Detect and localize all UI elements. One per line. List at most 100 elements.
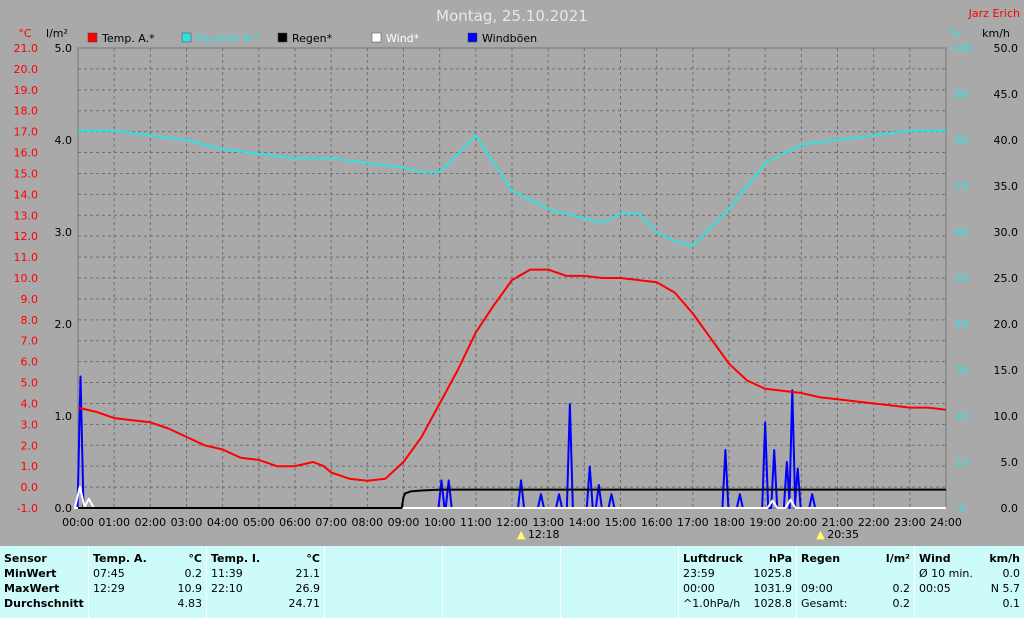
x-tick-label: 22:00 [858, 516, 890, 529]
rain-tick-label: 3.0 [55, 226, 73, 239]
temp-tick-label: 19.0 [14, 84, 39, 97]
legend: Temp. A.* Feuchte A.* Regen* Wind* Windböen [87, 32, 537, 45]
x-tick-label: 01:00 [98, 516, 130, 529]
wind-tick-label: 40.0 [994, 134, 1019, 147]
x-tick-label: 23:00 [894, 516, 926, 529]
temp-i-avg: 24.71 [288, 597, 321, 610]
pressure-trend-label: ^1.0hPa/h [683, 597, 741, 610]
legend-label: Windböen [482, 32, 537, 45]
wind-tick-label: 15.0 [994, 364, 1019, 377]
rain-tick-label: 2.0 [55, 318, 73, 331]
humidity-tick-label: 80 [955, 134, 969, 147]
humidity-tick-label: 50 [955, 272, 969, 285]
temp-tick-label: 4.0 [21, 397, 39, 410]
temp-tick-label: 13.0 [14, 209, 39, 222]
x-tick-label: 09:00 [388, 516, 420, 529]
wind-avg: 0.0 [1002, 567, 1021, 580]
pressure-min-time: 23:59 [683, 567, 715, 580]
humidity-tick-label: 60 [955, 226, 969, 239]
x-tick-label: 03:00 [171, 516, 203, 529]
wind-tick-label: 5.0 [1001, 456, 1019, 469]
humidity-tick-label: 70 [955, 180, 969, 193]
x-tick-label: 10:00 [424, 516, 456, 529]
temp-tick-label: 5.0 [21, 377, 39, 390]
legend-swatch [181, 32, 192, 43]
pressure-trend: 1028.8 [753, 597, 793, 610]
humidity-tick-label: 90 [955, 88, 969, 101]
temp-tick-label: -1.0 [17, 502, 38, 515]
series-regen [78, 488, 946, 509]
temp-tick-label: 2.0 [21, 439, 39, 452]
humidity-tick-label: 20 [955, 410, 969, 423]
temp-tick-label: 12.0 [14, 230, 39, 243]
wind-tick-label: 0.0 [1001, 502, 1019, 515]
temp-tick-label: 14.0 [14, 188, 39, 201]
temp-tick-label: 16.0 [14, 147, 39, 160]
wind-tick-label: 10.0 [994, 410, 1019, 423]
rain-unit: l/m² [885, 552, 910, 565]
x-tick-label: 14:00 [568, 516, 600, 529]
author-label: Jarz Erich [968, 7, 1020, 20]
x-tick-label: 16:00 [641, 516, 673, 529]
humidity-tick-label: 10 [955, 456, 969, 469]
unit-temp: °C [18, 27, 32, 40]
temp-tick-label: 15.0 [14, 167, 39, 180]
temp-i-min-time: 11:39 [211, 567, 243, 580]
x-tick-label: 15:00 [605, 516, 637, 529]
wind-avg-label: Ø 10 min. [919, 567, 973, 580]
stats-avg-label: Durchschnitt [4, 597, 84, 610]
legend-swatch [87, 32, 98, 43]
humidity-tick-label: 0 [959, 502, 966, 515]
stats-panel: Sensor MinWert MaxWert Durchschnitt Temp… [0, 546, 1024, 618]
series-feuchte-a [78, 129, 946, 247]
temp-tick-label: 3.0 [21, 418, 39, 431]
temp-tick-label: 17.0 [14, 126, 39, 139]
temp-i-unit: °C [306, 552, 320, 565]
pressure-max: 1031.9 [753, 582, 793, 595]
stats-max-label: MaxWert [4, 582, 60, 595]
temp-tick-label: 20.0 [14, 63, 39, 76]
humidity-tick-label: 100 [952, 42, 973, 55]
rain-max-time: 09:00 [801, 582, 833, 595]
legend-label: Temp. A.* [101, 32, 155, 45]
x-tick-label: 21:00 [822, 516, 854, 529]
stats-sensor-col: Sensor MinWert MaxWert Durchschnitt [0, 546, 88, 618]
wind-series [73, 485, 946, 509]
humidity-tick-label: 30 [955, 364, 969, 377]
wind-tick-label: 45.0 [994, 88, 1019, 101]
rain-tick-label: 4.0 [55, 134, 73, 147]
x-tick-label: 04:00 [207, 516, 239, 529]
unit-wind: km/h [982, 27, 1010, 40]
wind-header: Wind [919, 552, 951, 565]
stats-empty-col-1 [324, 546, 442, 618]
legend-swatch [371, 32, 382, 43]
temp-a-max-time: 12:29 [93, 582, 125, 595]
temp-tick-label: 18.0 [14, 105, 39, 118]
rain-tick-label: 1.0 [55, 410, 73, 423]
wind-max: N 5.7 [990, 582, 1020, 595]
wind-tick-label: 50.0 [994, 42, 1019, 55]
stats-wind-col: Wind km/h Ø 10 min. 0.0 00:05 N 5.7 0.1 [914, 546, 1024, 618]
legend-swatch [467, 32, 478, 43]
x-tick-label: 06:00 [279, 516, 311, 529]
x-tick-label: 02:00 [134, 516, 166, 529]
temp-tick-label: 8.0 [21, 314, 39, 327]
stats-min-label: MinWert [4, 567, 57, 580]
stats-sensor-header: Sensor [4, 552, 47, 565]
rain-tick-label: 0.0 [55, 502, 73, 515]
x-tick-label: 11:00 [460, 516, 492, 529]
series-temp-a [77, 268, 947, 482]
marker-icon: ▲ [816, 528, 825, 541]
stats-temp-i-col: Temp. I. °C 11:39 21.1 22:10 26.9 24.71 [206, 546, 324, 618]
wind-row3: 0.1 [1002, 597, 1021, 610]
chart-title: Montag, 25.10.2021 [436, 7, 588, 25]
rain-total: 0.2 [892, 597, 911, 610]
temp-i-max-time: 22:10 [211, 582, 243, 595]
unit-humidity: % [950, 27, 960, 40]
legend-label: Wind* [386, 32, 420, 45]
pressure-min: 1025.8 [753, 567, 793, 580]
rain-header: Regen [801, 552, 841, 565]
temp-tick-label: 10.0 [14, 272, 39, 285]
humidity-tick-label: 40 [955, 318, 969, 331]
wind-tick-label: 30.0 [994, 226, 1019, 239]
